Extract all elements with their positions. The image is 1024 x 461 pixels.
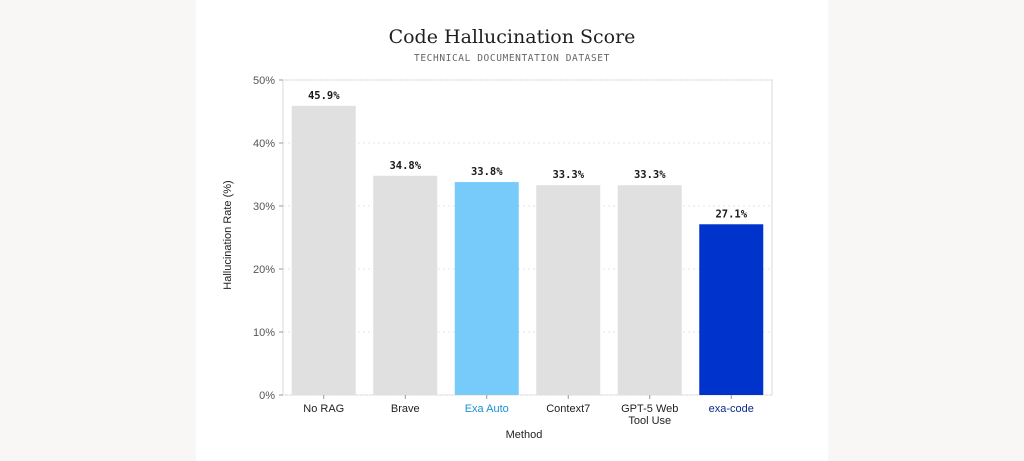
value-label: 27.1% [715, 208, 747, 220]
plot-area [282, 79, 773, 396]
bar [454, 182, 519, 395]
y-tick-label: 30% [253, 201, 275, 213]
x-tick-label: exa-code [709, 403, 754, 415]
y-tick-label: 10% [253, 327, 275, 339]
y-tick-label: 50% [253, 75, 275, 87]
chart-title: Code Hallucination Score [389, 26, 636, 48]
x-tick-label: Exa Auto [465, 403, 509, 415]
x-axis-ticks: No RAG Brave Exa Auto Context7 GPT-5 WebTool… [303, 395, 754, 427]
y-tick-label: 0% [259, 390, 275, 402]
y-tick-label: 20% [253, 264, 275, 276]
value-label: 45.9% [308, 90, 340, 102]
y-tick-label: 40% [253, 138, 275, 150]
value-label: 34.8% [389, 160, 421, 172]
x-tick-label: No RAG [303, 403, 344, 415]
bar [699, 224, 764, 395]
bar [617, 185, 682, 395]
gridlines [283, 79, 772, 396]
value-label: 33.8% [471, 166, 503, 178]
x-tick-label: Brave [391, 403, 420, 415]
value-label: 33.3% [552, 169, 584, 181]
x-tick-label: Context7 [546, 403, 590, 415]
value-label: 33.3% [634, 169, 666, 181]
bars [291, 105, 764, 395]
bar [373, 175, 438, 395]
x-axis-label: Method [506, 429, 543, 441]
y-axis-label: Hallucination Rate (%) [222, 180, 234, 289]
bar [536, 185, 601, 395]
chart-subtitle: TECHNICAL DOCUMENTATION DATASET [414, 53, 610, 64]
value-labels: 45.9% 34.8% 33.8% 33.3% 33.3% 27.1% [308, 90, 748, 220]
bar [291, 105, 356, 395]
x-tick-label: Tool Use [628, 415, 671, 427]
x-tick-label: GPT-5 Web [621, 403, 678, 415]
y-axis-ticks: 0% 10% 20% 30% 40% 50% [253, 75, 283, 402]
